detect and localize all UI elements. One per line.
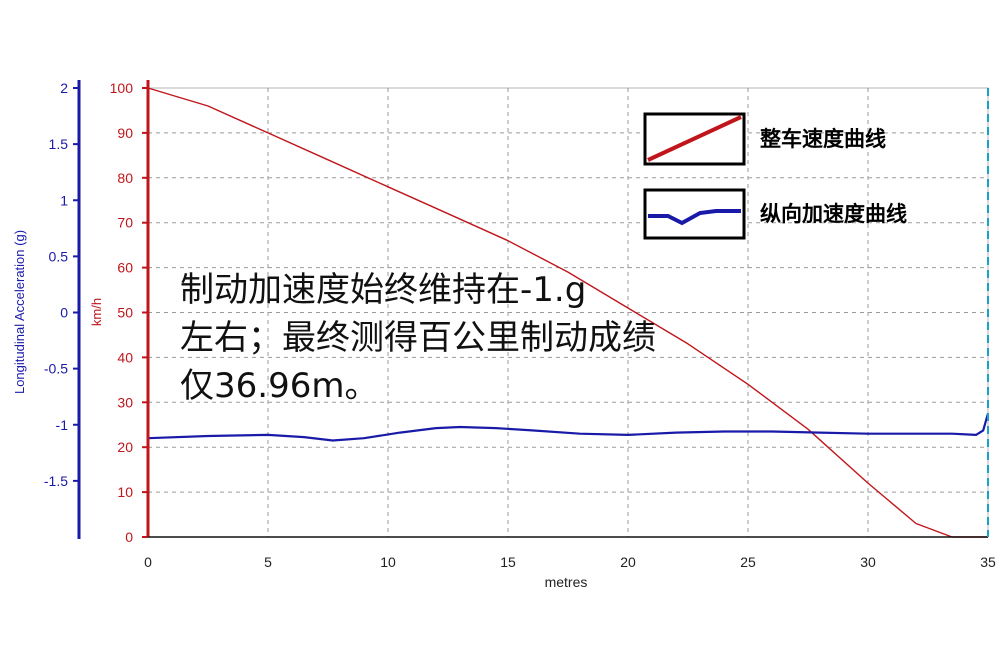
grid-lines — [147, 87, 989, 538]
series-layer — [147, 87, 990, 538]
x-tick-label: 30 — [860, 554, 876, 570]
speed-tick-label: 90 — [117, 125, 133, 141]
accel-tick-label: 0 — [60, 305, 68, 321]
annotation-text: 制动加速度始终维持在-1.g 左右；最终测得百公里制动成绩 仅36.96m。 — [180, 270, 656, 406]
speed-tick-label: 40 — [117, 349, 133, 365]
legend: 整车速度曲线 纵向加速度曲线 — [643, 112, 907, 240]
accel-tick-label: -0.5 — [44, 361, 68, 377]
accel-tick-label: 2 — [60, 80, 68, 96]
speed-tick-label: 70 — [117, 215, 133, 231]
speed-tick-label: 80 — [117, 170, 133, 186]
accel-series-line — [147, 413, 990, 442]
x-tick-label: 20 — [620, 554, 636, 570]
accel-tick-label: 1 — [60, 192, 68, 208]
x-tick-label: 10 — [380, 554, 396, 570]
speed-tick-label: 100 — [110, 80, 134, 96]
annotation-line-2: 左右；最终测得百公里制动成绩 — [180, 318, 656, 358]
x-tick-label: 0 — [144, 554, 152, 570]
speed-series-line — [147, 87, 988, 538]
legend-label-speed: 整车速度曲线 — [760, 127, 886, 151]
legend-swatch-accel-line — [648, 209, 741, 226]
legend-label-accel: 纵向加速度曲线 — [760, 202, 907, 226]
speed-tick-label: 10 — [117, 484, 133, 500]
speed-tick-label: 60 — [117, 260, 133, 276]
annotation-line-3: 仅36.96m。 — [180, 366, 378, 406]
x-tick-label: 35 — [980, 554, 996, 570]
axes — [73, 80, 989, 539]
legend-swatch-speed-line — [647, 115, 742, 162]
accel-tick-label: 1.5 — [49, 136, 69, 152]
accel-tick-label: 0.5 — [49, 248, 69, 264]
annotation-line-1: 制动加速度始终维持在-1.g — [180, 270, 586, 310]
speed-tick-label: 30 — [117, 394, 133, 410]
speed-tick-label: 20 — [117, 439, 133, 455]
x-tick-label: 15 — [500, 554, 516, 570]
tick-labels: 0 5 10 15 20 25 30 350102030405060708090100-1.5… — [44, 80, 996, 570]
speed-axis-title: km/h — [89, 298, 104, 326]
accel-axis-title: Longitudinal Acceleration (g) — [12, 230, 27, 394]
accel-tick-label: -1 — [56, 417, 69, 433]
speed-tick-label: 50 — [117, 305, 133, 321]
x-axis-title: metres — [545, 574, 588, 590]
speed-tick-label: 0 — [125, 529, 133, 545]
accel-tick-label: -1.5 — [44, 473, 68, 489]
x-tick-label: 25 — [740, 554, 756, 570]
x-tick-label: 5 — [264, 554, 272, 570]
